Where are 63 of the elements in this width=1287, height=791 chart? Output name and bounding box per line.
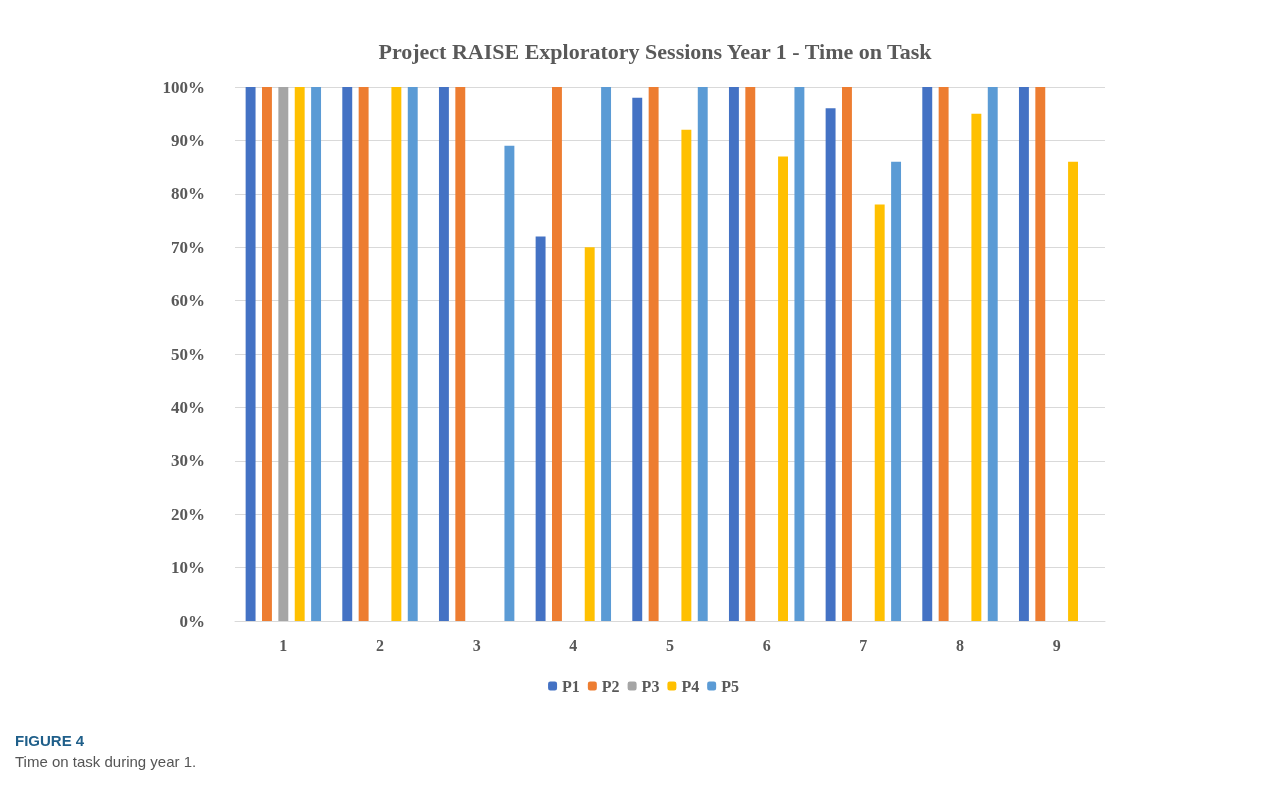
bar [697,87,708,621]
bar [391,87,402,621]
bar [971,113,982,621]
bar [938,87,949,621]
legend-label: P2 [601,677,620,695]
text: Time on task during year 1. [15,753,197,770]
bar [245,87,256,621]
legend-label: P1 [562,677,580,695]
bar [794,87,805,621]
bar [311,87,322,621]
bar [278,87,289,621]
bar [455,87,466,621]
y-tick-label: 30% [171,451,205,471]
bar [891,161,902,621]
x-tick-label: 4 [569,636,578,654]
bar [552,87,562,621]
y-tick-label: 60% [171,291,205,311]
y-tick-label: 40% [171,397,205,417]
bar [584,247,595,621]
x-tick-label: 7 [859,636,868,654]
bar [745,87,756,621]
y-tick-label: 80% [171,184,205,204]
y-tick-label: 10% [171,558,205,578]
bar [842,87,852,621]
bar [1068,161,1078,621]
bar [825,108,836,621]
y-tick-label: 50% [171,344,205,364]
bar [294,87,305,621]
x-tick-label: 9 [1052,636,1061,654]
x-tick-label: 5 [666,636,674,654]
bar [632,97,643,621]
y-tick-label: 70% [171,237,205,257]
bar [728,87,739,621]
bar [1035,87,1046,621]
bar [535,236,546,621]
bar [358,87,369,621]
bar [648,87,659,621]
x-tick-label: 1 [279,636,288,654]
bar [922,87,933,621]
bar [874,204,885,621]
bar [262,87,272,621]
bar [778,156,788,621]
legend-label: P4 [681,677,700,695]
bar [438,87,449,621]
x-tick-label: 2 [376,636,384,654]
y-tick-label: 20% [171,504,205,524]
x-tick-label: 6 [762,636,771,654]
caption: FIGURE 4 [15,732,85,749]
bar [601,87,612,621]
bar [987,87,998,621]
y-tick-label: 100% [162,77,205,97]
bar [681,129,692,621]
bar [342,87,353,621]
legend-label: P3 [641,677,660,695]
x-tick-label: 3 [472,636,481,654]
bar [1018,87,1029,621]
bar [504,145,515,621]
legend-label: P5 [721,677,739,695]
y-tick-label: 90% [171,130,205,150]
bar [407,87,418,621]
chart-title: Project RAISE Exploratory Sessions Year 1 - Time on Task [378,38,933,64]
y-tick-label: 0% [179,611,205,631]
x-tick-label: 8 [956,636,964,654]
